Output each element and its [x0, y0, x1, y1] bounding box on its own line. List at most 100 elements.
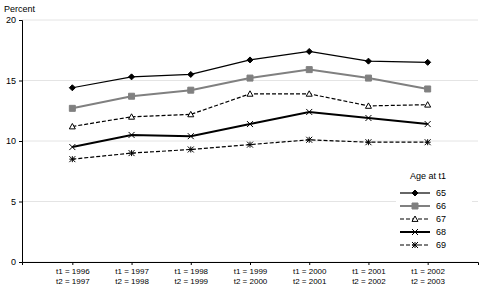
y-tick: 15 — [6, 76, 22, 86]
x-tick-label: t1 = 2002t2 = 2003 — [411, 267, 445, 286]
point-marker — [306, 137, 312, 143]
legend-item: 66 — [400, 201, 446, 211]
y-tick-label: 20 — [6, 15, 16, 25]
point-marker — [188, 133, 194, 139]
x-tick-mark — [72, 262, 73, 265]
x-axis: t1 = 1996t2 = 1997 t1 = 1997t2 = 1998 t1 =… — [23, 262, 479, 286]
y-axis-line — [19, 21, 23, 263]
x-tick-mark — [428, 262, 429, 265]
legend: Age at t1 65 66 67 68 69 — [396, 168, 472, 252]
point-marker — [69, 144, 75, 150]
y-tick: 0 — [11, 257, 22, 267]
point-marker — [306, 91, 312, 96]
point-marker — [69, 105, 75, 111]
point-marker — [306, 48, 312, 54]
x-tick: t1 = 1999t2 = 2000 — [234, 262, 268, 286]
legend-label: 68 — [436, 227, 446, 237]
point-marker — [365, 139, 371, 145]
grid-line — [22, 20, 478, 21]
legend-label: 65 — [436, 188, 446, 198]
legend-marker — [412, 203, 418, 209]
plot-area — [69, 48, 430, 162]
y-tick: 20 — [6, 15, 22, 25]
y-tick-label: 5 — [11, 197, 16, 207]
x-tick-mark — [191, 262, 192, 265]
x-tick-mark — [368, 262, 369, 265]
x-tick-mark — [309, 262, 310, 265]
legend-box — [396, 168, 472, 252]
y-tick-mark — [19, 141, 22, 142]
series-line — [72, 70, 427, 109]
y-tick: 10 — [6, 136, 22, 146]
point-marker — [425, 139, 431, 145]
y-tick-mark — [19, 81, 22, 82]
point-marker — [425, 86, 431, 92]
x-tick: t1 = 2002t2 = 2003 — [411, 262, 445, 286]
x-tick: t1 = 1996t2 = 1997 — [56, 262, 90, 286]
point-marker — [188, 146, 194, 152]
point-marker — [188, 71, 194, 77]
y-tick-label: 0 — [11, 257, 16, 267]
point-marker — [425, 102, 431, 107]
series-line — [72, 94, 427, 127]
point-marker — [188, 87, 194, 93]
y-axis-title: Percent — [4, 4, 36, 14]
point-marker — [129, 93, 135, 99]
point-marker — [129, 150, 135, 156]
x-tick: t1 = 2000t2 = 2001 — [293, 262, 327, 286]
point-marker — [188, 111, 194, 116]
x-axis-line — [23, 263, 479, 266]
legend-title: Age at t1 — [410, 171, 446, 181]
x-tick: t1 = 1998t2 = 1999 — [174, 262, 208, 286]
x-tick-label: t1 = 1999t2 = 2000 — [234, 267, 268, 286]
y-tick-label: 15 — [6, 76, 16, 86]
y-tick-label: 10 — [6, 136, 16, 146]
point-marker — [247, 142, 253, 148]
point-marker — [425, 121, 431, 127]
point-marker — [365, 115, 371, 121]
x-tick: t1 = 2001t2 = 2002 — [352, 262, 386, 286]
point-marker — [69, 123, 75, 128]
grid — [22, 20, 478, 262]
point-marker — [306, 67, 312, 73]
x-tick-label: t1 = 1997t2 = 1998 — [115, 267, 149, 286]
legend-label: 67 — [436, 214, 446, 224]
legend-label: 69 — [436, 240, 446, 250]
x-tick-label: t1 = 2000t2 = 2001 — [293, 267, 327, 286]
point-marker — [247, 91, 253, 96]
point-marker — [129, 74, 135, 80]
y-axis: 0 5 10 15 20 — [6, 15, 23, 267]
point-marker — [365, 103, 371, 108]
point-marker — [247, 121, 253, 127]
chart-container: 0 5 10 15 20 t1 = 1996t2 = 1997 t1 = 1997t2 = … — [0, 0, 480, 288]
x-tick-mark — [132, 262, 133, 265]
point-marker — [365, 75, 371, 81]
point-marker — [69, 85, 75, 91]
point-marker — [306, 109, 312, 115]
y-tick-mark — [19, 20, 22, 21]
chart: 0 5 10 15 20 t1 = 1996t2 = 1997 t1 = 1997t2 = … — [0, 0, 480, 288]
legend-marker — [412, 229, 418, 235]
point-marker — [247, 75, 253, 81]
point-marker — [365, 58, 371, 64]
series-line — [72, 140, 427, 159]
legend-label: 66 — [436, 201, 446, 211]
legend-item: 67 — [400, 214, 446, 224]
grid-line — [22, 141, 478, 142]
point-marker — [69, 156, 75, 162]
x-tick-label: t1 = 1996t2 = 1997 — [56, 267, 90, 286]
x-tick-label: t1 = 2001t2 = 2002 — [352, 267, 386, 286]
legend-item: 68 — [400, 227, 446, 237]
x-tick: t1 = 1997t2 = 1998 — [115, 262, 149, 286]
y-tick-mark — [19, 262, 22, 263]
x-tick-label: t1 = 1998t2 = 1999 — [174, 267, 208, 286]
legend-marker — [412, 242, 418, 248]
y-tick-mark — [19, 202, 22, 203]
point-marker — [129, 132, 135, 138]
legend-item: 69 — [400, 240, 446, 250]
x-tick-mark — [250, 262, 251, 265]
legend-marker — [412, 216, 418, 221]
legend-item: 65 — [400, 188, 446, 198]
series-line — [72, 51, 427, 87]
point-marker — [129, 114, 135, 119]
